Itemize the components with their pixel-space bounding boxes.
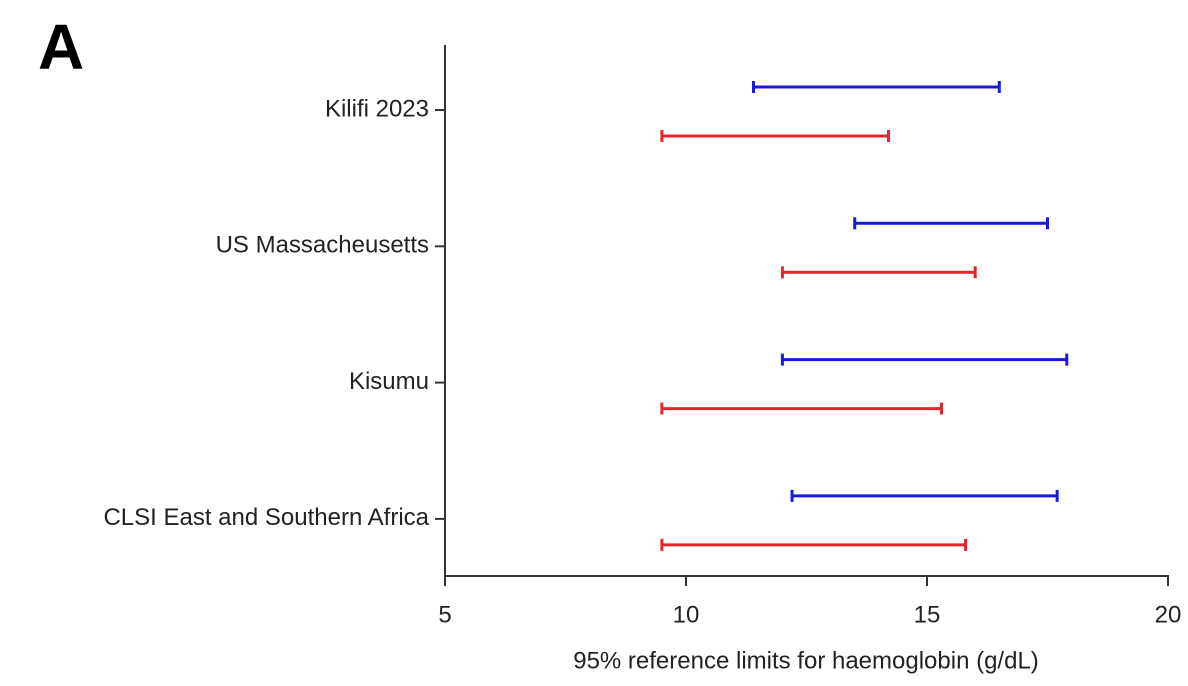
y-tick-label: Kisumu <box>349 368 429 395</box>
y-tick-label: Kilifi 2023 <box>325 95 429 122</box>
panel-label: A <box>38 11 84 83</box>
x-tick-label: 15 <box>914 601 941 628</box>
y-tick-label: US Massacheusetts <box>216 232 429 259</box>
x-tick-label: 20 <box>1155 601 1182 628</box>
x-tick-label: 5 <box>438 601 451 628</box>
x-axis-label: 95% reference limits for haemoglobin (g/… <box>573 647 1039 674</box>
y-tick-label: CLSI East and Southern Africa <box>103 504 429 531</box>
x-tick-label: 10 <box>673 601 700 628</box>
